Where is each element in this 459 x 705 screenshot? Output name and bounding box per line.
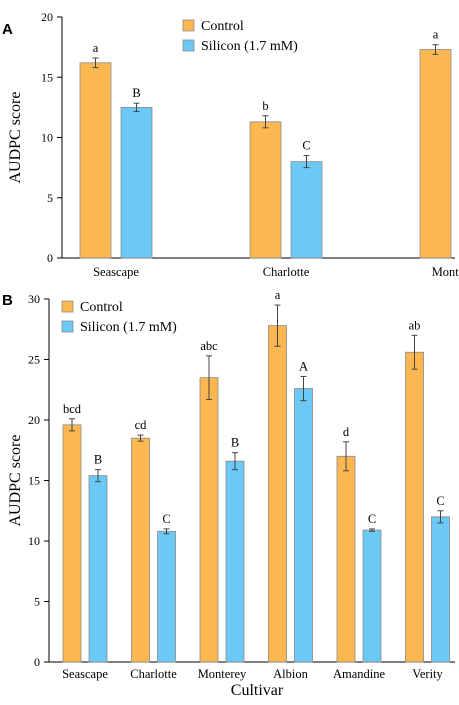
- panel-b-bar: [294, 388, 313, 663]
- panel-a-y-tick-label: 10: [41, 131, 53, 145]
- panel-b-y-tick-label: 5: [34, 595, 40, 609]
- panel-a-bar: [120, 106, 153, 259]
- panel-a-legend: Control Silicon (1.7 mM): [182, 19, 298, 54]
- panel-b-significance-label: ab: [409, 318, 421, 332]
- panel-b-significance-label: cd: [135, 418, 148, 432]
- panel-b-significance-label: abc: [200, 339, 218, 353]
- panel-b-bar: [62, 424, 82, 663]
- panel-b-bar: [268, 325, 287, 663]
- panel-b-y-tick-label: 0: [34, 655, 40, 669]
- panel-b-legend-swatch: [61, 320, 74, 333]
- panel-b-significance-label: a: [275, 288, 281, 302]
- panel-b-y-axis-title: AUDPC score: [7, 435, 24, 527]
- panel-a-y-tick-label: 0: [47, 251, 53, 265]
- panel-b-y-tick-label: 10: [28, 534, 40, 548]
- panel-b-bar: [405, 351, 424, 663]
- panel-a-bar: [79, 62, 112, 259]
- panel-b-significance-label: C: [436, 494, 444, 508]
- panel-a-legend-swatch: [182, 39, 195, 52]
- panel-b-significance-label: bcd: [63, 402, 82, 416]
- panel-a-y-axis-title: AUDPC score: [7, 92, 24, 184]
- panel-b-letter: B: [2, 292, 13, 309]
- panel-a-category-label: Charlotte: [263, 265, 310, 279]
- panel-a-bar: [249, 121, 282, 259]
- panel-a-category-label: Seascape: [93, 265, 139, 279]
- panel-a-bar: [419, 49, 452, 259]
- panel-b-legend-label: Control: [80, 300, 123, 315]
- panel-b-y-tick-label: 20: [28, 413, 40, 427]
- chart-panel-a: 0 5 10 15 20 AUDPC score a B Seascape b C Charlotte…: [7, 10, 459, 279]
- panel-a-y-tick-label: 15: [41, 70, 53, 84]
- panel-a-letter: A: [2, 21, 13, 38]
- panel-b-category-label: Verity: [412, 667, 443, 681]
- panel-b-significance-label: d: [343, 425, 350, 439]
- panel-b-y-tick-label: 30: [28, 292, 40, 306]
- panel-a-legend-label: Control: [201, 19, 244, 34]
- panel-a-significance-label: C: [302, 139, 310, 153]
- panel-a-significance-label: b: [262, 99, 268, 113]
- panel-b-significance-label: C: [368, 512, 376, 526]
- panel-a-y-tick-label: 20: [41, 10, 53, 24]
- chart-panel-b: 0 5 10 15 20 25 30 AUDPC score Cultivar bcd B Seasc…: [7, 288, 455, 699]
- panel-a-category-label: Monterey: [432, 265, 459, 279]
- panel-b-bar: [131, 437, 150, 663]
- panel-b-bar: [225, 460, 245, 663]
- panel-a-bar: [290, 161, 323, 259]
- panel-b-significance-label: B: [94, 453, 102, 467]
- panel-a-y-tick-label: 5: [47, 191, 53, 205]
- panel-a-significance-label: B: [132, 86, 140, 100]
- panel-a-significance-label: a: [93, 41, 99, 55]
- panel-b-bar: [336, 455, 356, 663]
- panel-a-legend-label: Silicon (1.7 mM): [201, 39, 298, 54]
- panel-b-category-label: Monterey: [198, 667, 247, 681]
- panel-b-bar: [88, 475, 108, 663]
- panel-b-category-label: Albion: [273, 667, 308, 681]
- panel-b-category-label: Charlotte: [130, 667, 177, 681]
- panel-b-legend-label: Silicon (1.7 mM): [80, 320, 177, 335]
- panel-b-category-label: Amandine: [333, 667, 386, 681]
- panel-b-category-label: Seascape: [62, 667, 108, 681]
- panel-b-y-tick-label: 15: [28, 474, 40, 488]
- panel-b-bar: [157, 530, 176, 663]
- panel-b-legend-swatch: [61, 300, 74, 313]
- panel-b-significance-label: A: [299, 359, 308, 373]
- panel-b-x-axis-title: Cultivar: [231, 682, 284, 699]
- panel-b-bar: [362, 529, 382, 663]
- panel-b-significance-label: C: [162, 512, 170, 526]
- panel-a-significance-label: a: [433, 28, 439, 42]
- panel-a-legend-swatch: [182, 19, 195, 32]
- panel-b-bar: [199, 377, 219, 663]
- panel-b-significance-label: B: [231, 436, 239, 450]
- panel-b-legend: Control Silicon (1.7 mM): [61, 300, 177, 335]
- panel-b-y-tick-label: 25: [28, 353, 40, 367]
- panel-b-bar: [431, 516, 450, 663]
